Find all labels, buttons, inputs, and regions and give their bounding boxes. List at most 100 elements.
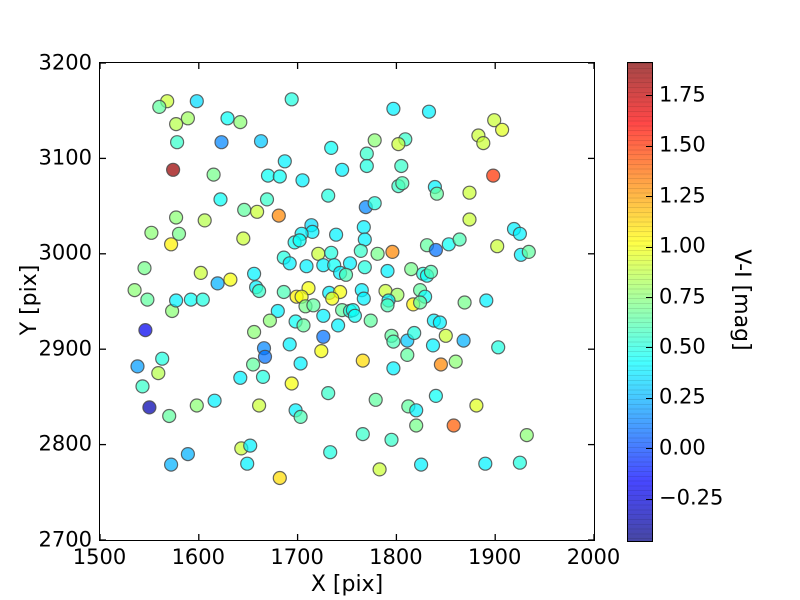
scatter-point [512,226,527,241]
scatter-point [272,470,287,486]
scatter-point [183,292,199,307]
scatter-point [457,295,472,310]
scatter-point [385,244,400,259]
scatter-point [323,445,338,460]
scatter-point [293,409,308,424]
colorbar-tick-label: 1.50 [659,132,706,157]
scatter-point [233,114,248,130]
scatter-point [329,227,344,242]
colorbar-tick-mark [646,448,652,450]
scatter-point [223,272,238,287]
scatter-point [321,386,336,401]
scatter-point [253,134,269,149]
scatter-point [169,135,185,150]
scatter-point [237,202,252,217]
scatter-point [127,283,142,298]
scatter-point [423,264,439,279]
scatter-point [246,357,261,372]
scatter-point [277,154,292,169]
x-tick-label: 1500 [72,545,127,569]
scatter-point [395,176,410,191]
scatter-point [138,323,153,338]
scatter-point [162,408,177,424]
scatter-point [206,167,221,182]
scatter-point [314,344,329,359]
scatter-point [384,432,399,447]
scatter-point [295,173,310,188]
scatter-point [400,347,415,362]
scatter-point [282,337,297,352]
y-axis-label: Y [pix] [17,264,42,336]
x-tick-label: 1600 [171,545,226,569]
scatter-point [270,303,285,319]
scatter-point [240,456,255,471]
x-tick-label: 2000 [566,545,621,569]
scatter-point [353,243,368,258]
colorbar-tick-mark [646,246,652,248]
colorbar-tick-label: −0.25 [659,485,724,510]
scatter-point [325,291,340,306]
scatter-point [316,308,331,323]
scatter-point [421,104,437,119]
scatter-point [252,283,267,299]
scatter-point [368,392,383,407]
scatter-point [456,333,471,348]
scatter-point [284,92,299,107]
colorbar-tick-label: 0.00 [659,435,706,460]
y-tick-label: 3100 [38,145,92,170]
scatter-point [359,146,374,161]
scatter-point [394,158,409,174]
scatter-point [180,447,196,462]
colorbar-tick-mark [646,397,652,399]
scatter-point [335,162,350,177]
scatter-point [168,210,184,225]
scatter-point [151,366,166,381]
scatter-point [247,266,262,281]
scatter-point [299,259,314,274]
scatter-point [356,220,371,235]
colorbar-tick-mark [646,498,652,500]
scatter-point [247,324,262,340]
colorbar-tick-label: 0.75 [659,284,706,308]
scatter-point [214,135,229,150]
scatter-point [413,295,428,310]
scatter-point [428,388,443,403]
scatter-point [448,354,463,369]
scatter-point [476,135,491,151]
colorbar-gradient [628,63,652,541]
colorbar [627,62,653,542]
scatter-point [210,276,225,291]
scatter-point [284,376,299,391]
scatter-point [462,185,477,200]
scatter-point [250,204,265,219]
scatter-point [367,133,382,148]
scatter-point [347,308,362,323]
scatter-point [372,462,387,477]
scatter-point [357,260,372,275]
colorbar-tick-mark [646,297,652,298]
colorbar-tick-mark [646,145,652,147]
scatter-point [140,292,155,307]
scatter-point [338,267,354,282]
scatter-point [255,369,271,384]
scatter-point [168,293,184,308]
scatter-point [331,318,346,333]
scatter-point [243,438,258,453]
scatter-point [386,101,401,116]
scatter-point [432,315,447,330]
scatter-point [130,359,145,374]
scatter-point [296,318,311,333]
scatter-point [355,427,370,442]
colorbar-tick-label: 0.50 [659,334,706,359]
scatter-point [355,353,370,368]
scatter-point [257,349,273,364]
scatter-point [276,284,291,300]
scatter-point [512,455,527,470]
scatter-point [259,192,275,207]
scatter-point [495,122,510,137]
scatter-point [386,361,401,376]
scatter-point [163,457,179,472]
scatter-point [386,334,401,349]
scatter-point [469,398,484,413]
scatter-point [189,398,204,413]
